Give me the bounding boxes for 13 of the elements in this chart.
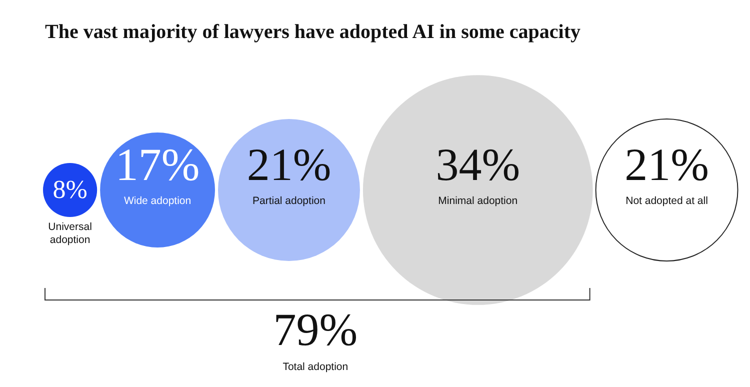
data-label: 21% [246,139,332,190]
data-label: 17% [115,139,200,190]
category-label: Not adopted at all [626,195,708,207]
text: The vast majority of lawyers have adopted AI in some capacity [45,21,581,43]
category-label: Minimal adoption [438,195,518,207]
data-label: 21% [624,139,709,190]
text: 79% [273,304,358,355]
data-label: 8% [52,175,88,204]
category-label: Universal adoption [48,221,92,246]
data-label: 34% [436,139,520,190]
text: Total adoption [282,361,348,373]
category-label: Partial adoption [252,195,326,207]
category-label: Wide adoption [124,195,192,207]
